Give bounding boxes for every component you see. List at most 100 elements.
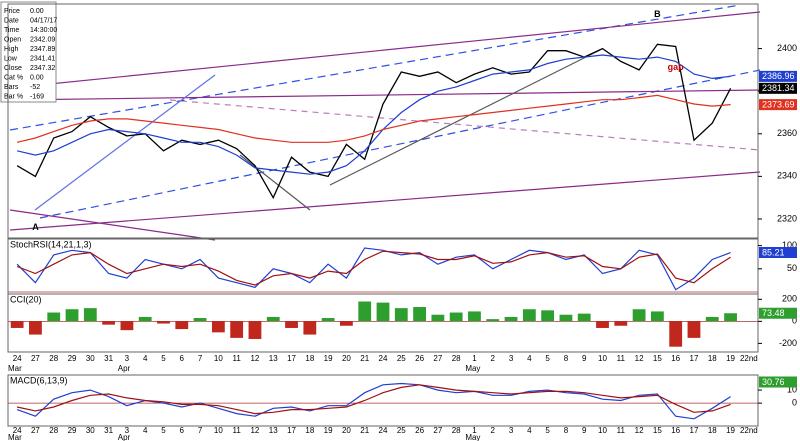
value-tag (759, 82, 797, 94)
x-tick-label: 8 (564, 426, 569, 435)
y-tick-label: -200 (779, 338, 797, 348)
y-tick-label: 100 (782, 240, 797, 250)
month-label: Apr (118, 364, 131, 373)
x-tick-label: 12 (250, 354, 259, 363)
x-tick-label: 3 (509, 426, 514, 435)
bar (175, 321, 189, 330)
x-tick-label: 29 (68, 426, 77, 435)
bar (394, 308, 408, 322)
x-tick-label: 5 (545, 426, 550, 435)
bar (358, 301, 372, 322)
x-tick-label: 13 (269, 426, 278, 435)
x-tick-label: 17 (690, 426, 699, 435)
bar (413, 307, 426, 322)
y-tick-label: 2360 (777, 128, 797, 138)
bar (83, 308, 97, 322)
x-tick-label: 25 (397, 426, 406, 435)
x-tick-label: 10 (214, 354, 223, 363)
x-tick-label: 15 (653, 354, 662, 363)
info-value: 2347.89 (30, 46, 55, 53)
bar (486, 319, 500, 322)
x-tick-label: 5 (161, 426, 166, 435)
bar (120, 321, 134, 331)
bar (248, 321, 262, 339)
annotation: A (32, 222, 39, 232)
bar (102, 321, 116, 325)
x-tick-label: 11 (233, 354, 242, 363)
x-tick-label: 26 (415, 426, 424, 435)
info-label: Date (4, 17, 19, 24)
x-tick-label: 18 (708, 426, 717, 435)
bar (687, 321, 701, 338)
annotation: gap (668, 62, 685, 72)
x-tick-label: 24 (13, 354, 22, 363)
x-tick-label: 3 (509, 354, 514, 363)
info-label: Bars (4, 84, 19, 91)
info-label: Time (4, 27, 19, 34)
bar (285, 321, 298, 328)
info-label: Bar % (4, 93, 23, 100)
series-line (16, 94, 731, 143)
x-tick-label: 11 (617, 426, 626, 435)
bar (211, 321, 225, 333)
value-tag (759, 70, 797, 82)
info-label: Close (4, 65, 22, 72)
bar (266, 316, 280, 322)
x-tick-label: 8 (564, 354, 569, 363)
x-tick-label: 4 (527, 354, 532, 363)
annotation: B (654, 9, 661, 19)
x-tick-label: 2 (491, 354, 496, 363)
bar (577, 313, 591, 322)
info-value: 2342.09 (30, 36, 55, 43)
bar (230, 321, 244, 338)
value-tag-label: 2373.69 (762, 99, 795, 109)
bar (669, 321, 683, 347)
value-tag-label: 73.48 (762, 308, 785, 318)
bar (431, 314, 445, 322)
x-tick-label: 31 (104, 426, 113, 435)
x-tick-label: 10 (598, 354, 607, 363)
x-tick-label: 1 (472, 354, 477, 363)
x-tick-label: 9 (582, 426, 587, 435)
panel-frame (7, 3, 759, 239)
x-tick-label: 4 (527, 426, 532, 435)
bar (65, 309, 79, 322)
month-label: May (465, 364, 480, 373)
x-tick-label: 16 (671, 354, 680, 363)
bar (449, 312, 463, 322)
bar (47, 312, 61, 322)
x-tick-label: 19 (726, 426, 735, 435)
x-tick-label: 7 (198, 426, 203, 435)
bar (705, 316, 719, 322)
bar (29, 321, 42, 335)
bar (340, 321, 353, 326)
month-label: Apr (118, 433, 131, 441)
value-tag (759, 376, 797, 388)
value-tag-label: 85.21 (762, 247, 785, 257)
x-tick-label: 27 (433, 354, 442, 363)
x-tick-label: 28 (49, 354, 58, 363)
bar (559, 314, 573, 322)
x-tick-label: 27 (31, 354, 40, 363)
y-tick-label: 0 (792, 397, 797, 407)
bar (650, 311, 664, 322)
x-tick-label: 30 (86, 426, 95, 435)
y-tick-label: 50 (787, 263, 797, 273)
x-tick-label: 22nd (740, 426, 758, 435)
bar (321, 318, 335, 322)
y-tick-label: 200 (782, 294, 797, 304)
y-tick-label: 2320 (777, 213, 797, 223)
x-tick-label: 17 (287, 426, 296, 435)
x-tick-label: 15 (653, 426, 662, 435)
info-value: -169 (30, 93, 44, 100)
x-tick-label: 19 (324, 426, 333, 435)
x-tick-label: 20 (342, 354, 351, 363)
info-value: 04/17/17 (30, 17, 57, 24)
panel-frame (7, 293, 759, 353)
x-tick-label: 24 (379, 354, 388, 363)
x-tick-label: 3 (125, 354, 130, 363)
panel-title: MACD(6,13,9) (10, 375, 68, 385)
bar (10, 321, 24, 328)
value-tag-label: 30.76 (762, 377, 785, 387)
bar (614, 321, 628, 326)
